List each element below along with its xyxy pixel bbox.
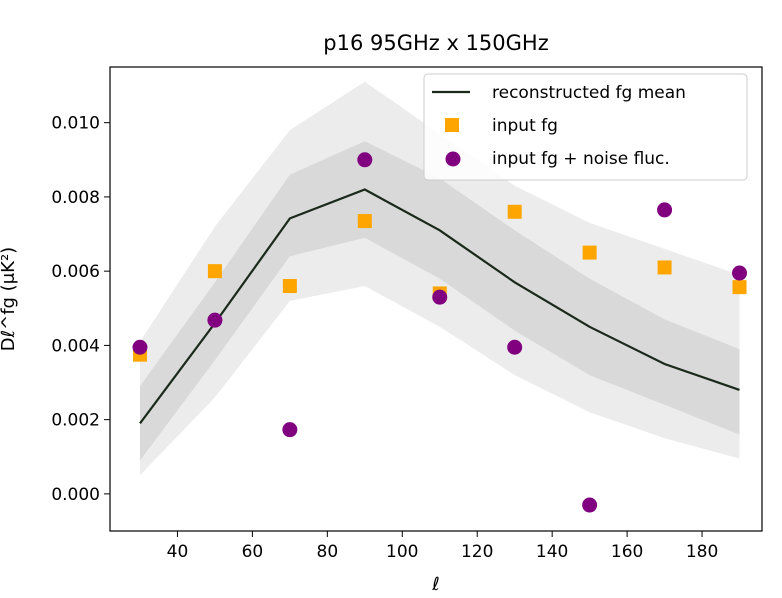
legend-label-mean: reconstructed fg mean [492,83,686,103]
input-fg-point [207,264,222,279]
noise-point [132,339,148,355]
x-tick-label: 180 [686,542,718,562]
noise-point [207,312,223,328]
noise-point [507,339,523,355]
y-tick-label: 0.004 [51,336,100,356]
plot-frame [109,66,763,532]
legend-label-noise: input fg + noise fluc. [492,149,670,169]
mean-line-group [139,188,740,425]
x-axis-label: ℓ [431,574,439,595]
input-fg-point [507,204,522,219]
y-axis-label: Dℓ^fg (μK²) [0,247,19,351]
noise-points [132,152,748,513]
x-tick-label: 40 [167,542,189,562]
input-fg-point [357,214,372,229]
chart-title: p16 95GHz x 150GHz [323,31,548,55]
x-tick-label: 100 [386,542,418,562]
band-1-sigma [140,141,740,461]
noise-point [357,152,373,168]
noise-point [282,422,298,438]
noise-point [657,202,673,218]
legend-circle-swatch [445,151,461,167]
y-tick-label: 0.010 [51,114,100,134]
x-tick-label: 160 [611,542,643,562]
x-tick-label: 120 [461,542,493,562]
y-tick-label: 0.006 [51,262,100,282]
noise-point [582,497,598,513]
input-fg-point [657,260,672,275]
legend: reconstructed fg mean input fg input fg … [423,73,748,181]
legend-label-input: input fg [492,116,558,136]
input-fg-point [582,245,597,260]
x-tick-label: 80 [317,542,339,562]
noise-point [732,265,748,281]
confidence-bands [140,81,740,476]
x-tick-label: 60 [242,542,264,562]
input-fg-point [282,279,297,294]
legend-square-swatch [445,118,459,132]
y-tick-label: 0.000 [51,485,100,505]
axis-ticks: 40 60 80 100 120 140 160 180 0.000 0.002 0.004 0.00… [51,114,718,562]
x-tick-label: 140 [536,542,568,562]
legend-box [423,73,748,181]
y-tick-label: 0.002 [51,411,100,431]
input-fg-point [732,280,747,295]
mean-line [139,188,740,425]
y-tick-label: 0.008 [51,188,100,208]
noise-point [432,289,448,305]
